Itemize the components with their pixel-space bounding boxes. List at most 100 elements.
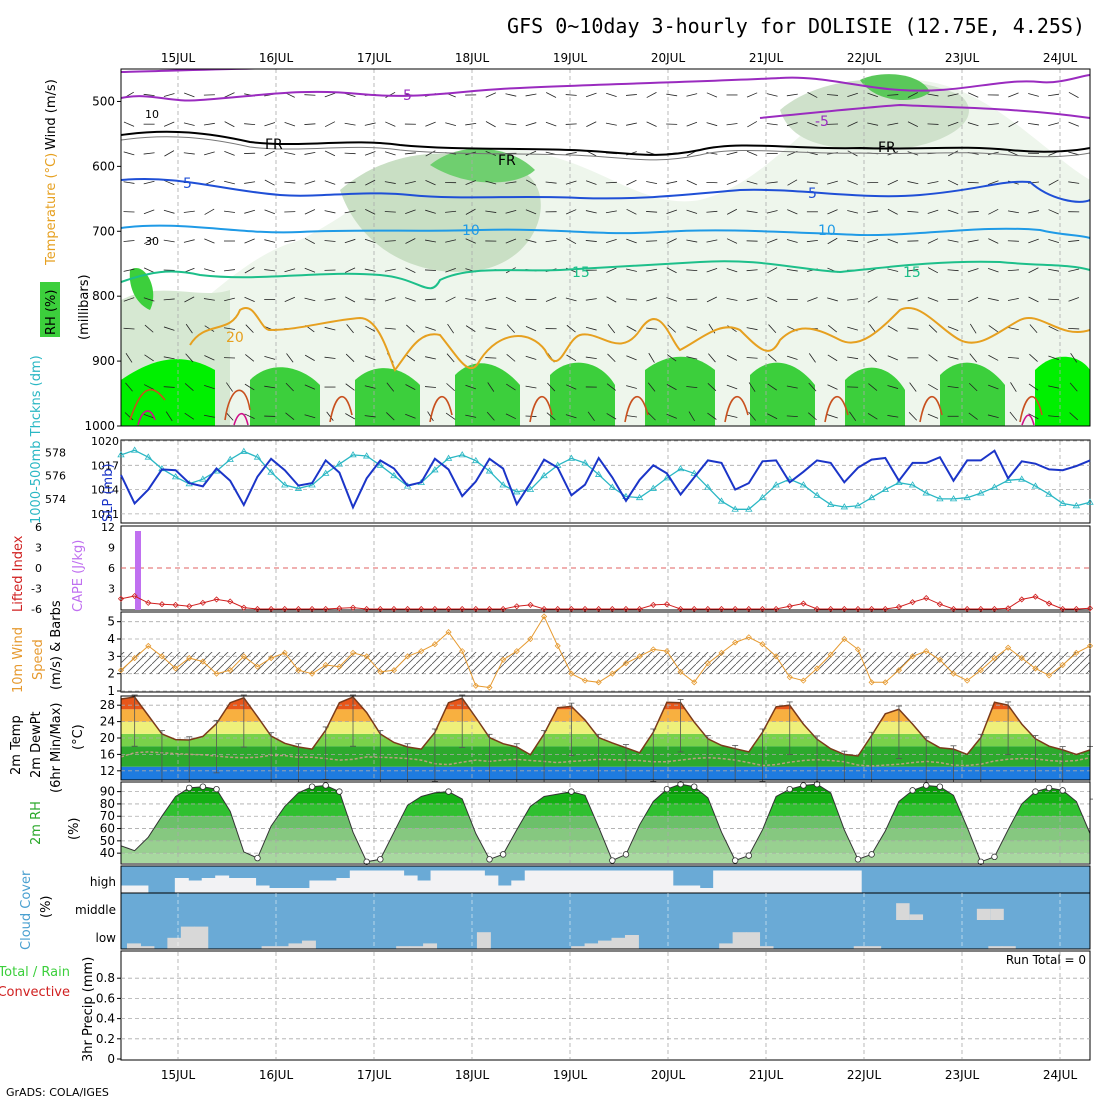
wind-barb (947, 269, 959, 272)
wind-barb (123, 240, 135, 242)
wind-barb (666, 297, 678, 302)
wind-barb (947, 121, 959, 127)
wind-speed-marker (240, 653, 247, 660)
rh-marker (308, 783, 316, 790)
convective-label: Convective (0, 985, 70, 1000)
credit: GrADS: COLA/IGES (6, 1086, 109, 1099)
cloud-low-gaps (127, 926, 1016, 949)
wind-barb (726, 297, 738, 301)
rh-band-light (121, 79, 1090, 426)
wind-barb (867, 122, 879, 126)
rh-marker (213, 785, 220, 793)
wind-barb (304, 180, 316, 185)
rh-band-green (355, 368, 420, 426)
lifted-index-marker (172, 601, 179, 608)
wind-barb (847, 298, 859, 301)
date-label: 23JUL (945, 51, 980, 65)
cloud-gap-high (295, 888, 310, 893)
wind-speed-marker (322, 661, 329, 669)
cloud-gap-high (820, 870, 835, 893)
wind-barb (606, 267, 617, 273)
cloud-bar-low (261, 946, 276, 949)
rh-band-green (860, 74, 930, 101)
wind-barb (808, 353, 816, 363)
wind-barb (123, 121, 135, 127)
run-total: Run Total = 0 (1006, 953, 1086, 967)
wind-barb (1028, 238, 1039, 244)
date-labels-bottom: 15JUL 16JUL 17JUL 18JUL 19JUL 20JUL 21JU… (161, 1068, 1078, 1082)
wind-barb (987, 123, 999, 126)
cape-tick-label: 3 (108, 583, 115, 596)
wind-barb (927, 181, 939, 185)
temp-label: 2m Temp (9, 715, 24, 775)
cloud-gap-high (376, 870, 391, 893)
wind-barb (726, 123, 738, 126)
wind-speed-marker (554, 642, 561, 649)
axes: 12 16 20 24 28 (100, 698, 121, 778)
rh-marker (731, 857, 739, 864)
date-label: 19JUL (553, 51, 588, 65)
wind-barb (646, 327, 658, 330)
isotherm-minus5-upper (121, 74, 1090, 102)
wind-speed-marker (349, 649, 357, 656)
rh-legend-swatch (40, 282, 60, 337)
wind-barb (706, 92, 718, 98)
wind-barb (324, 326, 336, 331)
contour-label: 5 (183, 176, 192, 192)
cloud-gap-high (686, 885, 701, 893)
cloud-gap-high (538, 870, 553, 893)
tick-label: 1000 (84, 419, 115, 433)
wind-speed-markers (117, 613, 1094, 691)
thickness-marker (281, 481, 289, 488)
wind-barb (465, 238, 476, 244)
wind-barb (204, 384, 215, 390)
wind-barb (586, 121, 597, 127)
wind-barb (324, 92, 336, 98)
cape-label: CAPE (J/kg) (71, 540, 86, 612)
wind-barb (505, 181, 517, 184)
wind-barb (545, 181, 557, 184)
thickness-marker (390, 471, 398, 479)
wind-barb (143, 414, 155, 419)
rh-marker (186, 784, 193, 792)
wind-barb (144, 354, 154, 362)
wind-barb (908, 412, 918, 421)
wind-barb (566, 237, 577, 245)
temperature-line (120, 696, 1091, 757)
date-label: 17JUL (357, 51, 392, 65)
wind-barb (264, 179, 275, 186)
rh-contour-label: 10 (145, 108, 159, 121)
wind-barb (184, 296, 195, 303)
lifted-index-marker (923, 595, 930, 602)
wind-barb (446, 353, 455, 363)
cloud-gap-high (551, 870, 566, 893)
wind-barb (928, 383, 938, 391)
wind-barb (405, 384, 416, 390)
wind-barb (465, 414, 477, 418)
tick-label: 80 (100, 797, 115, 811)
date-label: 24JUL (1043, 1068, 1078, 1082)
millibars-label: (millibars) (77, 274, 92, 340)
wind-barb (365, 179, 376, 186)
contour-label: 10 (818, 223, 836, 239)
cloud-bar-low (167, 937, 182, 949)
wind-barb (688, 411, 695, 422)
cloud-bar-low (409, 946, 424, 949)
lifted-index-label: Lifted Index (11, 535, 26, 612)
wind-barb (163, 386, 175, 388)
wind-barb (123, 327, 135, 330)
wind-barb (847, 239, 859, 243)
slp-tick-label: 1020 (91, 435, 119, 448)
tick-label: 16 (100, 747, 115, 761)
wind-barb (1069, 382, 1078, 392)
wind-barb (827, 354, 838, 362)
cloud-bar-low (571, 946, 586, 949)
cloud-gap-high (699, 888, 714, 893)
wind-barb (968, 296, 979, 303)
wind-barb (686, 269, 698, 272)
wind-barb (786, 355, 798, 360)
rh-marker (745, 852, 753, 859)
cloud-bar-low (611, 937, 626, 949)
wind-barb (244, 181, 256, 184)
wind-barb (344, 122, 356, 126)
